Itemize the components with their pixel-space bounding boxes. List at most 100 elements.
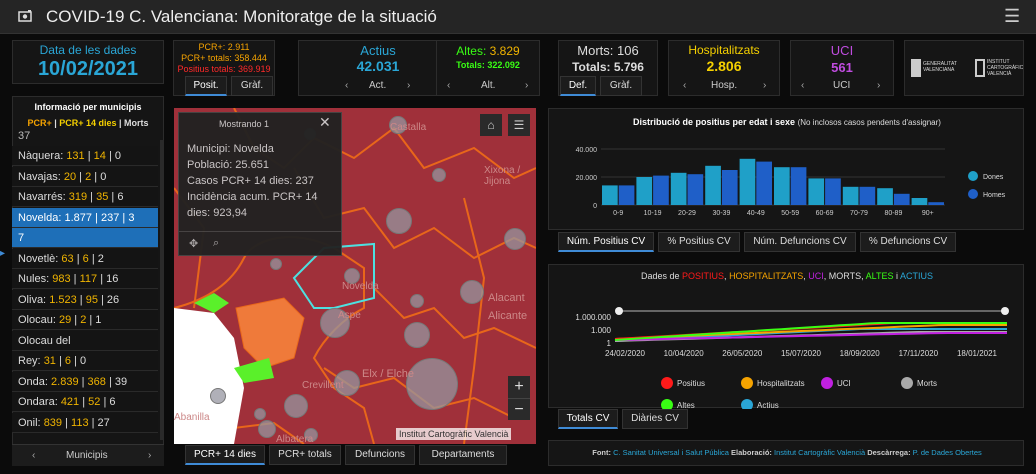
- zoom-in-button[interactable]: +: [508, 376, 530, 398]
- time-title-part: UCI: [808, 271, 824, 281]
- x-tick-label: 60-69: [816, 210, 834, 217]
- municipi-row[interactable]: Ondara: 421 | 52 | 6: [12, 392, 158, 412]
- age-chart-title: Distribució de positius per edat i sexe …: [633, 117, 941, 127]
- time-title-part: i: [893, 271, 900, 281]
- bar-dones: [705, 165, 721, 205]
- side-expand-icon[interactable]: ▸: [0, 248, 6, 259]
- hamburger-menu-icon[interactable]: ☰: [1004, 6, 1021, 26]
- x-tick-label: 80-89: [884, 210, 902, 217]
- municipis-prev-icon[interactable]: ‹: [32, 450, 36, 461]
- municipi-row[interactable]: 7: [12, 228, 158, 248]
- bar-homes: [756, 161, 772, 205]
- map-tab-pcr-totals[interactable]: PCR+ totals: [269, 445, 341, 465]
- hospit-value: 2.806: [706, 58, 742, 74]
- pcr-line1: PCR+: 2.911: [198, 42, 250, 52]
- sources-text: Font: C. Sanitat Universal i Salut Públi…: [592, 448, 982, 457]
- age-tab-num-positius[interactable]: Núm. Positius CV: [558, 232, 654, 252]
- map-view[interactable]: Castalla Xixona / Jijona Novelda Aspe Al…: [174, 108, 536, 444]
- actius-next-icon[interactable]: ›: [407, 80, 411, 91]
- slider-handle-end-icon: [1001, 307, 1009, 315]
- municipi-row[interactable]: Onil: 839 | 113 | 27: [12, 412, 158, 433]
- hospit-prev-icon[interactable]: ‹: [683, 80, 687, 91]
- legend-label: Morts: [917, 379, 937, 388]
- age-tab-pct-defuncions[interactable]: % Defuncions CV: [860, 232, 956, 252]
- uci-nav-label: UCI: [833, 80, 851, 91]
- time-tab-totals[interactable]: Totals CV: [558, 409, 618, 429]
- bar-dones: [602, 185, 618, 205]
- legend-swatch: [968, 171, 978, 181]
- popup-line: Municipi: Novelda: [187, 143, 274, 155]
- tab-defuncions-grafic[interactable]: Gràf.: [600, 76, 642, 96]
- bar-homes: [790, 167, 807, 205]
- bar-dones: [911, 198, 928, 205]
- municipi-row[interactable]: Rey: 31 | 6 | 0: [12, 351, 158, 371]
- zoom-out-button[interactable]: −: [508, 398, 530, 420]
- municipi-row[interactable]: Novelda: 1.877 | 237 | 3: [12, 207, 158, 228]
- layer-list-icon[interactable]: ☰: [508, 114, 530, 136]
- popup-line: Incidència acum. PCR+ 14: [187, 191, 318, 203]
- popup-pan-icon[interactable]: ✥: [189, 238, 199, 250]
- actius-prev-icon[interactable]: ‹: [345, 80, 349, 91]
- municipi-row[interactable]: Oliva: 1.523 | 95 | 26: [12, 289, 158, 310]
- actius-label: Actius: [360, 43, 396, 58]
- y-tick-label: 1.000.000: [575, 313, 611, 322]
- popup-close-icon[interactable]: ✕: [319, 114, 331, 130]
- map-tab-pcr14[interactable]: PCR+ 14 dies: [185, 445, 265, 465]
- municipi-row[interactable]: Olocau del: [12, 330, 158, 351]
- pcr-line2: PCR+ totals: 358.444: [181, 53, 267, 63]
- municipi-row[interactable]: Nàquera: 131 | 14 | 0: [12, 146, 158, 166]
- map-tab-defuncions[interactable]: Defuncions: [345, 445, 415, 465]
- tab-positius-grafic[interactable]: Gràf.: [231, 76, 273, 96]
- bar-homes: [859, 186, 876, 205]
- municipi-row[interactable]: Navajas: 20 | 2 | 0: [12, 166, 158, 187]
- series-line: [614, 322, 1007, 341]
- x-tick-label: 50-59: [781, 210, 799, 217]
- municipis-next-icon[interactable]: ›: [148, 450, 152, 461]
- source-link[interactable]: C. Sanitat Universal i Salut Pública: [613, 448, 729, 457]
- municipi-row[interactable]: Olocau: 29 | 2 | 1: [12, 310, 158, 330]
- time-title-part: HOSPITALITZATS: [729, 271, 804, 281]
- popup-zoom-icon[interactable]: ⌕: [213, 237, 220, 249]
- municipis-title: Informació per municipis: [34, 102, 142, 112]
- tab-positius[interactable]: Posit.: [185, 76, 227, 96]
- tab-defuncions[interactable]: Def.: [560, 76, 596, 96]
- map-bubble: [258, 420, 276, 438]
- uci-prev-icon[interactable]: ‹: [801, 80, 805, 91]
- age-bar-chart: 0 20.000 40.000 0-9 10-19 20-29 30-39 40-49 50-5…: [576, 147, 1006, 217]
- map-bubble: [410, 294, 424, 308]
- municipi-row[interactable]: Novetlè: 63 | 6 | 2: [12, 248, 158, 269]
- municipi-row[interactable]: Navarrés: 319 | 35 | 6: [12, 187, 158, 207]
- time-tab-diaries[interactable]: Diàries CV: [622, 409, 688, 429]
- bar-dones: [808, 178, 825, 205]
- time-title-part: ACTIUS: [899, 271, 933, 281]
- elaboration-link[interactable]: Institut Cartogràfic Valencià: [773, 448, 866, 457]
- municipi-row[interactable]: Onda: 2.839 | 368 | 39: [12, 371, 158, 392]
- hospit-next-icon[interactable]: ›: [763, 80, 767, 91]
- altes-next-icon[interactable]: ›: [525, 80, 529, 91]
- bar-dones: [877, 188, 893, 205]
- icv-logo-icon: [975, 59, 985, 77]
- age-tab-pct-positius[interactable]: % Positius CV: [658, 232, 740, 252]
- altes-label: Altes: 3.829: [456, 44, 520, 58]
- actius-nav-label: Act.: [369, 80, 387, 91]
- map-tab-departaments[interactable]: Departaments: [419, 445, 507, 465]
- legend-swatch: [661, 399, 673, 409]
- map-bubble: [460, 280, 484, 304]
- age-tab-num-defuncions[interactable]: Núm. Defuncions CV: [744, 232, 856, 252]
- app-title: COVID-19 C. Valenciana: Monitoratge de l…: [46, 7, 437, 26]
- time-title-part: ,: [724, 271, 730, 281]
- map-bubble: [254, 408, 266, 420]
- x-tick-label: 26/05/2020: [722, 349, 763, 358]
- home-button[interactable]: ⌂: [480, 114, 502, 136]
- legend-swatch: [968, 189, 978, 199]
- municipis-scrollbar[interactable]: [160, 140, 164, 440]
- legend-swatch: [821, 377, 833, 389]
- download-link[interactable]: P. de Dades Obertes: [912, 448, 982, 457]
- x-tick-label: 18/01/2021: [957, 349, 998, 358]
- map-place-label: Aspe: [338, 310, 361, 321]
- uci-next-icon[interactable]: ›: [877, 80, 881, 91]
- municipi-row[interactable]: Nules: 983 | 117 | 16: [12, 269, 158, 289]
- altes-prev-icon[interactable]: ‹: [447, 80, 451, 91]
- bar-homes: [618, 185, 635, 205]
- pcr-line3: Positius totals: 369.919: [177, 64, 271, 74]
